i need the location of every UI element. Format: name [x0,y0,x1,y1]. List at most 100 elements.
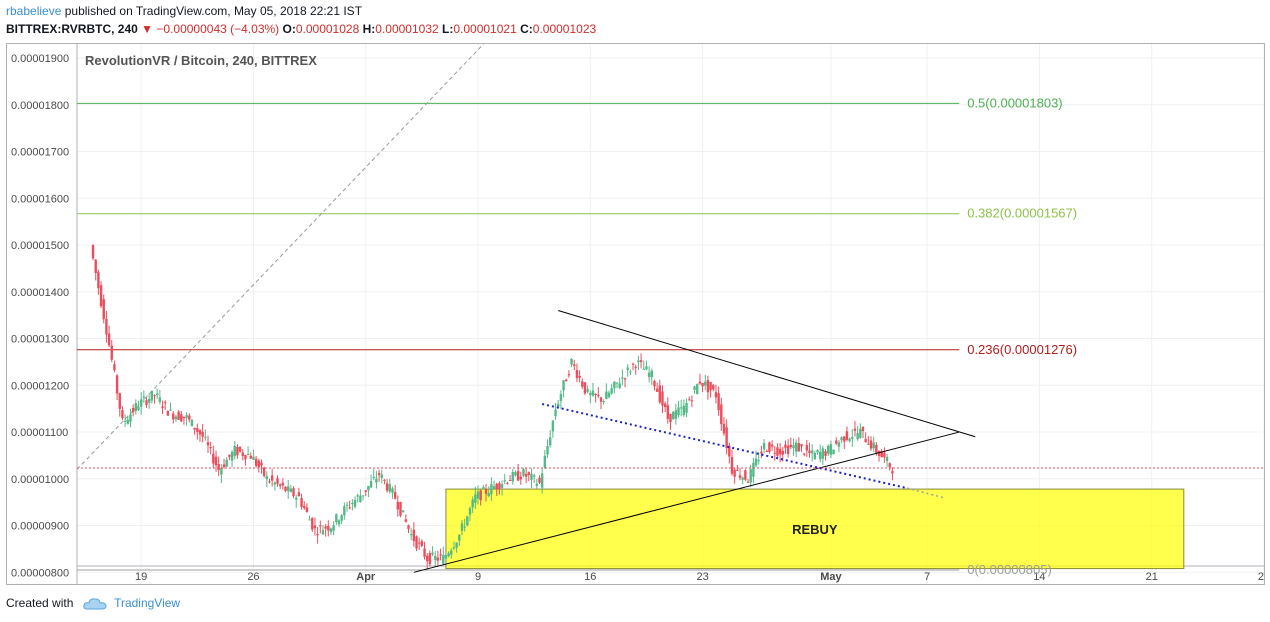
candle-body [447,553,450,557]
candle-body [372,476,375,479]
candle-body [578,375,581,378]
candle-body [851,436,854,439]
candle-body [728,445,731,457]
candle-body [562,380,565,391]
candle-body [241,452,244,457]
candle-body [704,381,707,386]
tradingview-cloud-icon [83,598,107,610]
candle-body [174,416,178,420]
candle-body [482,487,485,489]
candle-body [254,458,258,466]
candle-body [821,448,825,459]
candle-body [765,451,768,453]
y-tick-label: 0.00001600 [11,193,69,205]
candle-body [567,374,571,376]
candle-body [546,446,549,455]
footer: Created with TradingView [6,596,180,611]
y-tick-label: 0.00000900 [11,521,69,533]
candle-body [843,436,846,442]
candle-body [246,454,250,456]
candle-body [805,445,809,451]
candle-body [827,445,830,454]
candle-body [856,433,859,440]
candle-body [661,391,664,406]
candle-body [522,469,525,476]
chart-title: RevolutionVR / Bitcoin, 240, BITTREX [85,53,317,68]
candle-body [519,476,522,480]
candle-body [115,375,119,394]
candle-body [819,451,822,459]
candle-body [308,519,311,521]
candle-body [880,451,883,458]
candle-body [337,520,341,525]
candle-body [559,394,563,402]
y-tick-label: 0.00000800 [11,567,69,579]
dashed-trendline [76,44,485,470]
candle-body [666,405,670,419]
candle-body [538,477,541,483]
candle-body [589,392,592,395]
tradingview-brand[interactable]: TradingView [114,596,181,610]
candle-body [260,462,263,466]
candle-body [289,488,293,492]
candle-body [495,483,498,490]
candle-body [570,358,573,365]
author-link[interactable]: rbabelieve [6,4,62,18]
candle-body [548,437,552,446]
chart-canvas[interactable]: 0.00001900 0.00001800 0.00001700 0.00001600… [7,44,1264,584]
open-label: O: [282,22,296,36]
candle-body [733,469,736,477]
candle-body [300,497,303,507]
candle-body [252,456,255,460]
candle-body [746,481,750,483]
chart-area[interactable]: 0.00001900 0.00001800 0.00001700 0.00001600… [6,43,1265,585]
candle-body [228,454,231,457]
candle-body [752,462,755,477]
candle-body [436,557,440,561]
candle-body [393,492,397,499]
candle-body [244,455,247,460]
candle-body [599,397,603,402]
candle-body [813,452,817,460]
y-tick-label: 0.00001800 [11,100,69,112]
candle-body [431,552,434,555]
candle-body [340,515,343,521]
candle-body [725,427,728,449]
candle-body [190,419,194,427]
candle-body [621,377,624,379]
candle-body [404,519,408,522]
candle-body [369,481,373,488]
candle-body [867,443,870,445]
candle-body [278,484,282,486]
candle-body [265,476,269,480]
candle-body [749,469,752,483]
candle-body [131,408,135,413]
candle-body [417,542,421,544]
candle-body [730,456,734,474]
candle-body [573,364,576,366]
triangle-upper-line [558,310,976,438]
candle-body [738,475,742,478]
chart-header: rbabelieve published on TradingView.com,… [0,0,1270,42]
candle-body [351,502,354,504]
candle-body [193,427,196,430]
candle-body [172,413,175,420]
candle-body [396,501,400,510]
candle-body [888,463,891,467]
candle-body [776,447,779,456]
y-tick-label: 0.00001500 [11,240,69,252]
candle-body [297,492,301,497]
candle-body [810,450,814,454]
y-tick-label: 0.00001700 [11,147,69,159]
candle-body [615,382,619,384]
candle-body [792,445,795,449]
dotted-trendline-extension [906,487,944,499]
candle-body [121,410,124,419]
y-tick-label: 0.00001400 [11,287,69,299]
candle-body [204,436,207,438]
candle-body [217,463,220,471]
candle-body [426,555,429,562]
candle-body [126,419,129,424]
candle-body [423,548,426,557]
candle-body [720,404,723,425]
